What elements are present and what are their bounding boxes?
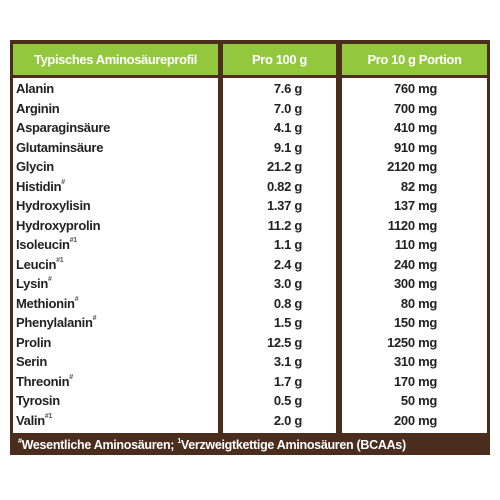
- name: Serin: [16, 354, 48, 369]
- footnote-mark: #1: [44, 412, 53, 420]
- column: 7.6 g 7.0 g 4.1 g 9.1 g 21.2 g 0.82 g 1.37 g 11…: [223, 78, 336, 433]
- header-cell: Pro 100 g: [223, 44, 336, 75]
- amino-acid: Phenylalanin#: [16, 313, 96, 333]
- name: Alanin: [16, 81, 54, 96]
- amino-acid: Hydroxylisin: [16, 196, 91, 216]
- name: Glutaminsäure: [16, 139, 104, 155]
- amino-acid: Prolin: [16, 333, 51, 353]
- name: Isoleucin: [16, 237, 70, 252]
- footnote-mark: 1: [177, 438, 181, 445]
- per-portion: 137 mg: [393, 198, 437, 213]
- per-100g: 12.5 g: [266, 334, 302, 350]
- amino-acid: Hydroxyprolin: [16, 216, 101, 236]
- header-cell: Typisches Aminosäureprofil: [13, 44, 218, 75]
- amino-acid: Threonin#: [16, 372, 73, 392]
- per-portion: 240 mg: [393, 256, 437, 272]
- per-portion: 760 mg: [393, 81, 437, 96]
- per-portion: 110 mg: [394, 237, 438, 252]
- per-portion: 150 mg: [393, 315, 437, 330]
- per-portion: 310 mg: [393, 354, 437, 369]
- footnote-mark: #1: [69, 237, 77, 244]
- table: Typisches Aminosäureprofil Pro 100 g Pro…: [10, 40, 490, 455]
- per-portion: 170 mg: [393, 373, 437, 389]
- column: Alanin Arginin Asparaginsäure Glutaminsäure…: [13, 78, 218, 433]
- per-100g: 0.82 g: [266, 178, 302, 194]
- per-100g: 2.0 g: [273, 412, 302, 428]
- name: Lysin: [16, 276, 48, 291]
- per-portion: 80 mg: [400, 295, 437, 311]
- footnote-text: Wesentliche Aminosäuren;: [21, 438, 178, 452]
- amino-acid: Asparaginsäure: [16, 118, 110, 138]
- per-100g: 3.0 g: [273, 276, 302, 291]
- per-portion: 1120 mg: [387, 217, 438, 233]
- per-100g: 1.37 g: [266, 198, 302, 213]
- amino-acid: Arginin: [16, 99, 60, 119]
- per-portion: 910 mg: [393, 139, 437, 155]
- per-100g: 1.5 g: [273, 315, 302, 330]
- per-portion: 300 mg: [393, 276, 437, 291]
- name: Methionin: [16, 295, 75, 311]
- per-100g: 21.2 g: [266, 159, 302, 174]
- per-portion: 410 mg: [393, 120, 437, 135]
- footnote-mark: #: [74, 295, 79, 303]
- footnote-mark: #: [47, 276, 52, 283]
- footnote-mark: #: [92, 315, 97, 322]
- per-portion: 82 mg: [400, 178, 437, 194]
- per-100g: 9.1 g: [273, 139, 302, 155]
- per-100g: 3.1 g: [273, 354, 302, 369]
- per-100g: 0.8 g: [273, 295, 302, 311]
- per-100g: 4.1 g: [273, 120, 302, 135]
- per-portion: 2120 mg: [387, 159, 437, 174]
- name: Valin: [16, 412, 45, 428]
- amino-acid: Isoleucin#1: [16, 235, 77, 255]
- name: Hydroxyprolin: [16, 217, 101, 233]
- amino-acid: Methionin#: [16, 294, 79, 314]
- amino-acid: Serin: [16, 352, 47, 372]
- amino-acid: Glutaminsäure: [16, 138, 103, 158]
- per-100g: 0.5 g: [273, 393, 302, 408]
- footnote-mark: #: [61, 178, 65, 186]
- name: Asparaginsäure: [16, 120, 111, 135]
- per-100g: 7.0 g: [273, 100, 302, 116]
- per-100g: 2.4 g: [273, 256, 302, 272]
- per-100g: 7.6 g: [273, 81, 302, 96]
- name: Arginin: [16, 100, 60, 116]
- amino-acid: Leucin#1: [16, 255, 64, 275]
- per-portion: 50 mg: [400, 393, 437, 408]
- footnote-mark: #1: [56, 256, 64, 264]
- amino-acid: Valin#1: [16, 411, 52, 431]
- per-100g: 1.1 g: [273, 237, 302, 252]
- per-100g: 1.7 g: [273, 373, 302, 389]
- column: 760 mg 700 mg 410 mg 910 mg 2120 mg 82 mg 137 …: [342, 78, 487, 433]
- footnote-mark: #: [69, 373, 73, 381]
- per-portion: 1250 mg: [387, 334, 437, 350]
- name: Prolin: [16, 334, 52, 350]
- amino-acid: Lysin#: [16, 274, 52, 294]
- footnote-text: Verzweigtkettige Aminosäuren (BCAAs): [180, 438, 406, 452]
- amino-acid: Tyrosin: [16, 391, 60, 411]
- name: Tyrosin: [16, 393, 60, 408]
- per-portion: 700 mg: [393, 100, 437, 116]
- per-portion: 200 mg: [393, 412, 437, 428]
- name: Hydroxylisin: [16, 198, 91, 213]
- amino-acid: Histidin#: [16, 177, 65, 197]
- name: Leucin: [16, 256, 57, 272]
- name: Histidin: [16, 178, 62, 194]
- footnote-mark: #: [18, 438, 22, 445]
- amino-acid: Glycin: [16, 157, 54, 177]
- name: Glycin: [16, 159, 54, 174]
- header-cell: Pro 10 g Portion: [342, 44, 487, 75]
- footnote: #Wesentliche Aminosäuren; 1Verzweigtkett…: [18, 436, 406, 455]
- name: Threonin: [16, 373, 70, 389]
- name: Phenylalanin: [16, 315, 93, 330]
- amino-acid: Alanin: [16, 79, 54, 99]
- per-100g: 11.2 g: [267, 217, 303, 233]
